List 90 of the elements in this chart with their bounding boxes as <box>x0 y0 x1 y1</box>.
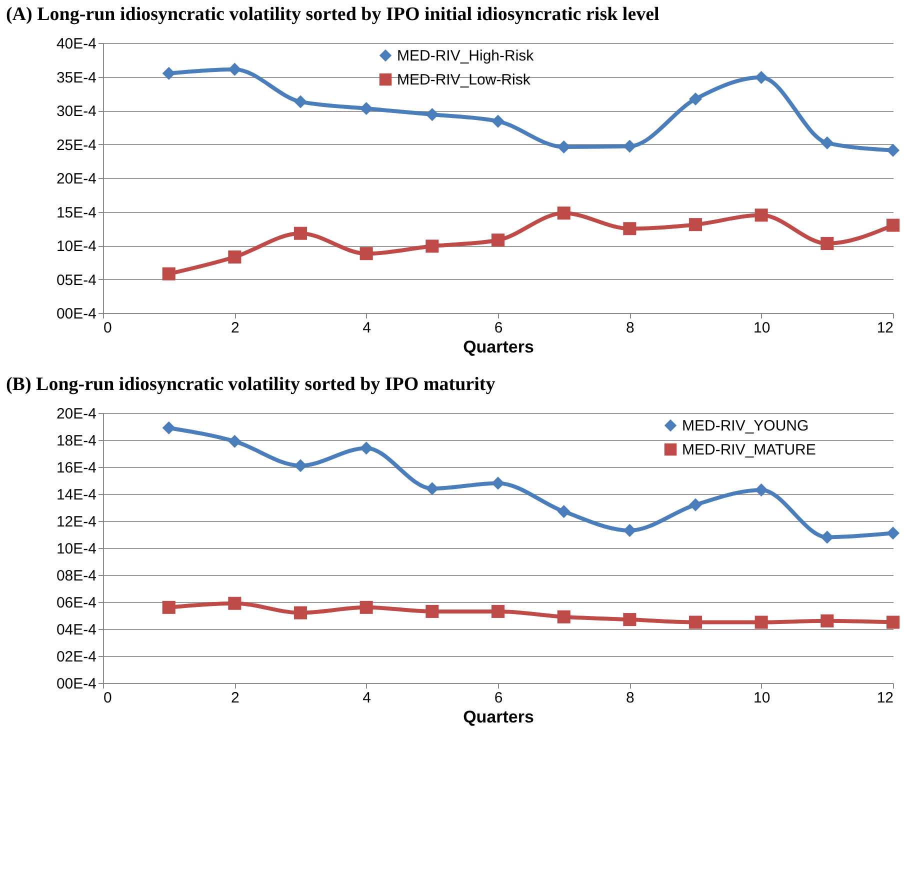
point <box>820 530 834 544</box>
point <box>491 114 505 128</box>
x-tick-label: 2 <box>230 320 240 336</box>
y-tick-label: 08E-4 <box>56 568 96 584</box>
y-tick-label: 15E-4 <box>56 204 96 222</box>
point <box>228 62 242 76</box>
point <box>162 600 176 614</box>
y-tick-label: 00E-4 <box>56 676 96 692</box>
point <box>623 524 636 537</box>
y-tick-label: 12E-4 <box>56 514 96 530</box>
x-tick-label: 8 <box>626 690 634 706</box>
point <box>754 208 768 222</box>
point <box>886 526 900 540</box>
x-tick-label: 6 <box>494 320 503 336</box>
chart-title: (B) Long-run idiosyncratic volatility sorted by IPO maturity <box>6 374 496 395</box>
x-axis-title: Quarters <box>463 338 534 356</box>
x-tick-label: 2 <box>230 690 240 706</box>
y-tick-label: 35E-4 <box>56 69 96 86</box>
point <box>754 616 768 629</box>
point <box>294 606 308 620</box>
point <box>820 136 834 150</box>
legend-label: MED-RIV_MATURE <box>682 442 816 458</box>
point <box>162 421 176 434</box>
y-tick-label: 18E-4 <box>56 432 96 450</box>
legend-label: MED-RIV_Low-Risk <box>397 72 531 88</box>
x-tick-label: 8 <box>626 320 634 336</box>
point <box>557 140 570 154</box>
x-tick-label: 4 <box>362 690 372 706</box>
point <box>754 483 768 496</box>
x-axis-title: Quarters <box>463 708 534 726</box>
legend-label: MED-RIV_YOUNG <box>682 418 809 434</box>
y-tick-label: 14E-4 <box>56 486 96 504</box>
point <box>688 92 702 106</box>
point <box>426 482 439 496</box>
y-tick-label: 00E-4 <box>56 306 96 322</box>
point <box>688 218 702 232</box>
point <box>623 222 636 236</box>
y-tick-label: 25E-4 <box>56 136 96 154</box>
point <box>491 604 505 618</box>
y-tick-label: 02E-4 <box>56 648 96 666</box>
point <box>294 459 308 472</box>
point <box>820 236 834 250</box>
point <box>886 218 900 232</box>
point <box>491 476 505 490</box>
point <box>557 206 570 220</box>
point <box>228 250 242 264</box>
y-tick-label: 06E-4 <box>56 594 96 612</box>
point <box>228 596 242 610</box>
point <box>294 95 308 108</box>
point <box>426 240 439 253</box>
x-tick-label: 10 <box>753 690 770 706</box>
y-tick-label: 05E-4 <box>56 272 96 289</box>
y-tick-label: 10E-4 <box>56 540 96 558</box>
x-tick-label: 12 <box>876 690 894 706</box>
x-tick-label: 0 <box>104 320 112 336</box>
y-tick-label: 04E-4 <box>56 622 96 638</box>
y-tick-label: 16E-4 <box>56 460 96 476</box>
point <box>162 267 176 280</box>
point <box>623 140 636 153</box>
point <box>360 442 373 455</box>
point <box>820 614 834 628</box>
point <box>294 226 308 240</box>
point <box>557 505 570 518</box>
y-tick-label: 20E-4 <box>56 406 96 422</box>
point <box>360 247 373 260</box>
y-tick-label: 40E-4 <box>56 36 96 52</box>
point <box>162 66 176 80</box>
point <box>360 102 373 115</box>
point <box>623 613 636 626</box>
legend-label: MED-RIV_High-Risk <box>397 48 534 64</box>
point <box>228 434 242 448</box>
y-tick-label: 20E-4 <box>56 170 96 188</box>
point <box>886 144 900 157</box>
x-tick-label: 12 <box>876 320 894 336</box>
y-tick-label: 30E-4 <box>56 103 96 120</box>
y-tick-label: 10E-4 <box>56 238 96 255</box>
point <box>426 108 439 122</box>
x-tick-label: 10 <box>753 320 770 336</box>
point <box>557 610 570 624</box>
point <box>426 604 439 618</box>
x-tick-label: 6 <box>494 690 503 706</box>
point <box>886 616 900 629</box>
point <box>688 616 702 629</box>
point <box>491 234 505 247</box>
x-tick-label: 4 <box>362 320 372 336</box>
chart-title: (A) Long-run idiosyncratic volatility sorted by IPO initial idiosyncratic risk level <box>6 4 660 25</box>
point <box>754 70 768 84</box>
point <box>360 600 373 614</box>
point <box>688 498 702 512</box>
x-tick-label: 0 <box>104 690 112 706</box>
